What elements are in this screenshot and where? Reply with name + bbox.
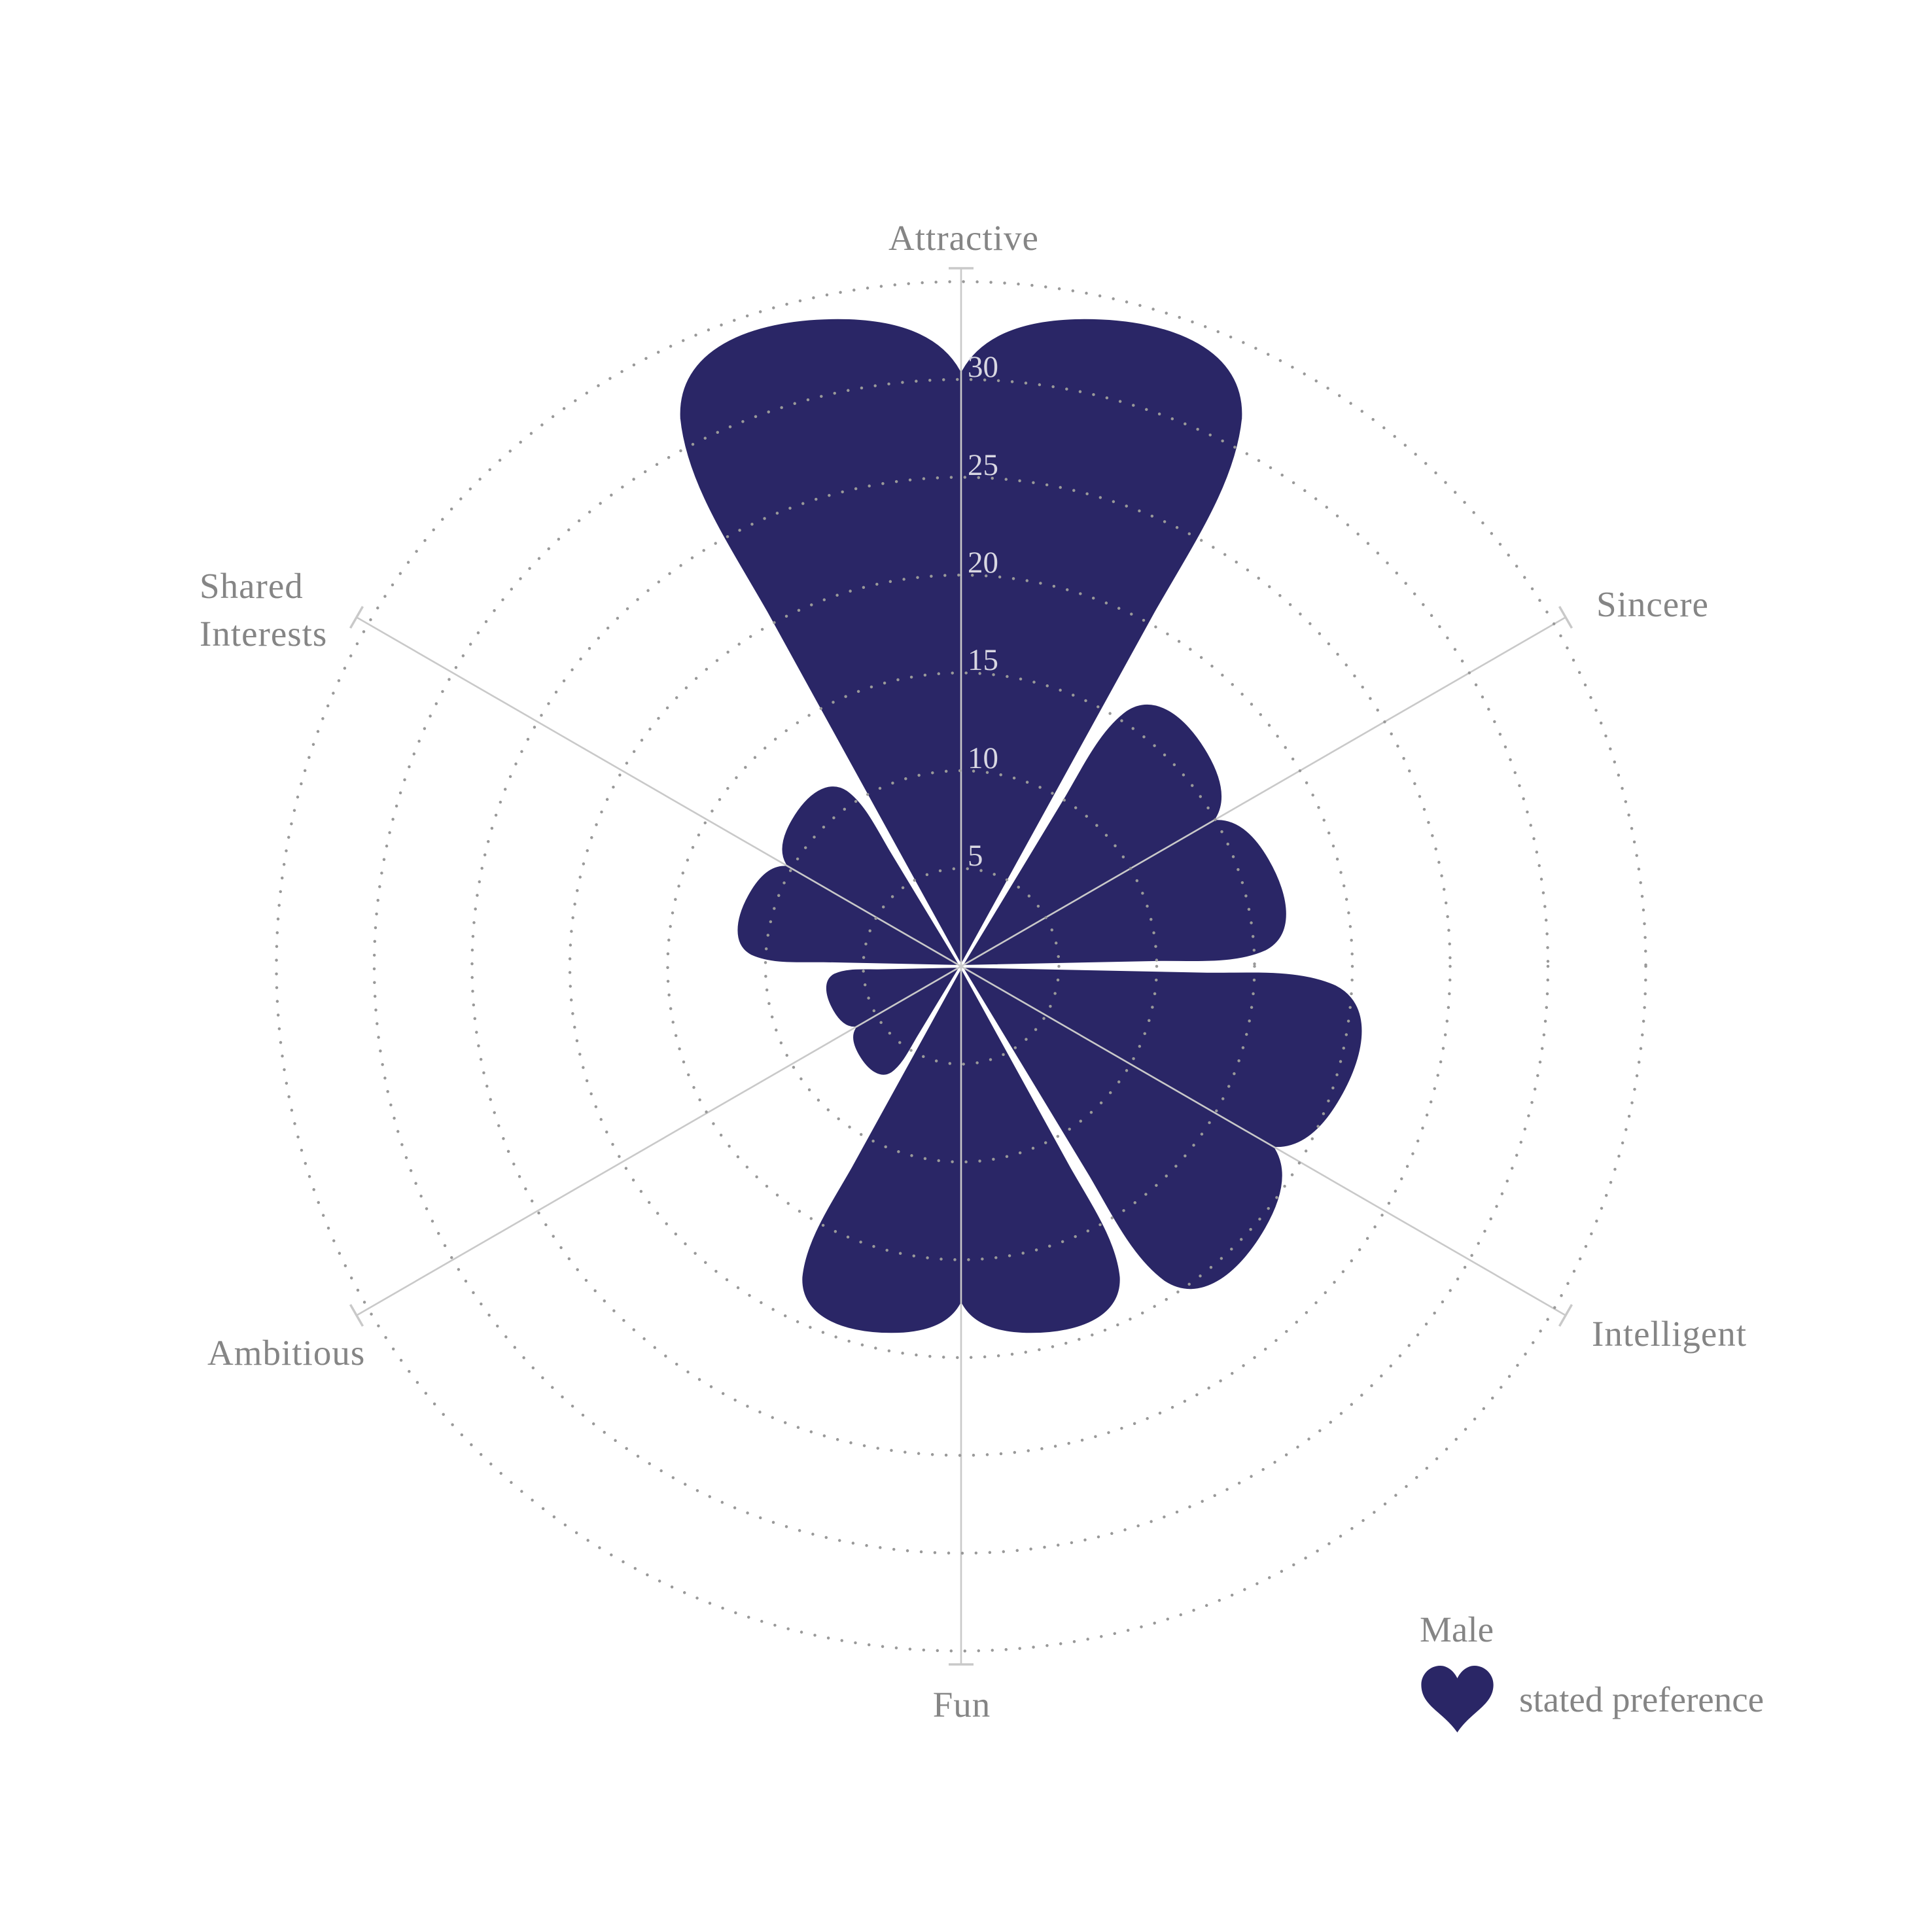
axis-label-ambitious: Ambitious [207,1333,366,1373]
axis-label-fun: Fun [932,1685,991,1725]
grid-ring-10 [764,769,1159,1164]
legend-series-label: stated preference [1519,1679,1765,1719]
axes-group [349,267,1573,1666]
heart-icon [1421,1666,1494,1732]
grid-ring-15 [666,671,1256,1261]
axis-end-tick-intelligent [1558,1304,1573,1327]
axis-line-sincere [960,616,1566,968]
grid-ring-30 [372,378,1550,1555]
axis-line-ambitious [356,965,962,1316]
grid-ring-5 [862,867,1061,1066]
radial-tick-5: 5 [968,839,983,873]
axis-line-shared-interests [356,616,962,968]
axis-line-intelligent [960,965,1566,1316]
axis-label-sincere: Sincere [1596,584,1709,624]
radial-tick-15: 15 [968,643,998,677]
axis-end-tick-ambitious [349,1304,364,1327]
legend-title: Male [1420,1609,1494,1649]
grid-ring-35 [275,280,1647,1653]
radial-tick-20: 20 [968,546,998,580]
axis-label-shared-interests: Shared Interests [200,566,328,654]
grid-rings-group [275,280,1647,1653]
grid-ring-20 [568,573,1354,1360]
axis-end-tick-sincere [1558,606,1573,629]
axis-end-tick-shared-interests [349,606,364,629]
heart-icon-shape [1421,1666,1494,1732]
axis-label-intelligent: Intelligent [1592,1314,1748,1354]
radial-tick-30: 30 [968,350,998,384]
radial-tick-10: 10 [968,741,998,775]
petals-group [677,316,1365,1336]
radial-tick-25: 25 [968,448,998,482]
axis-label-attractive: Attractive [888,218,1039,258]
grid-ring-25 [470,476,1452,1457]
